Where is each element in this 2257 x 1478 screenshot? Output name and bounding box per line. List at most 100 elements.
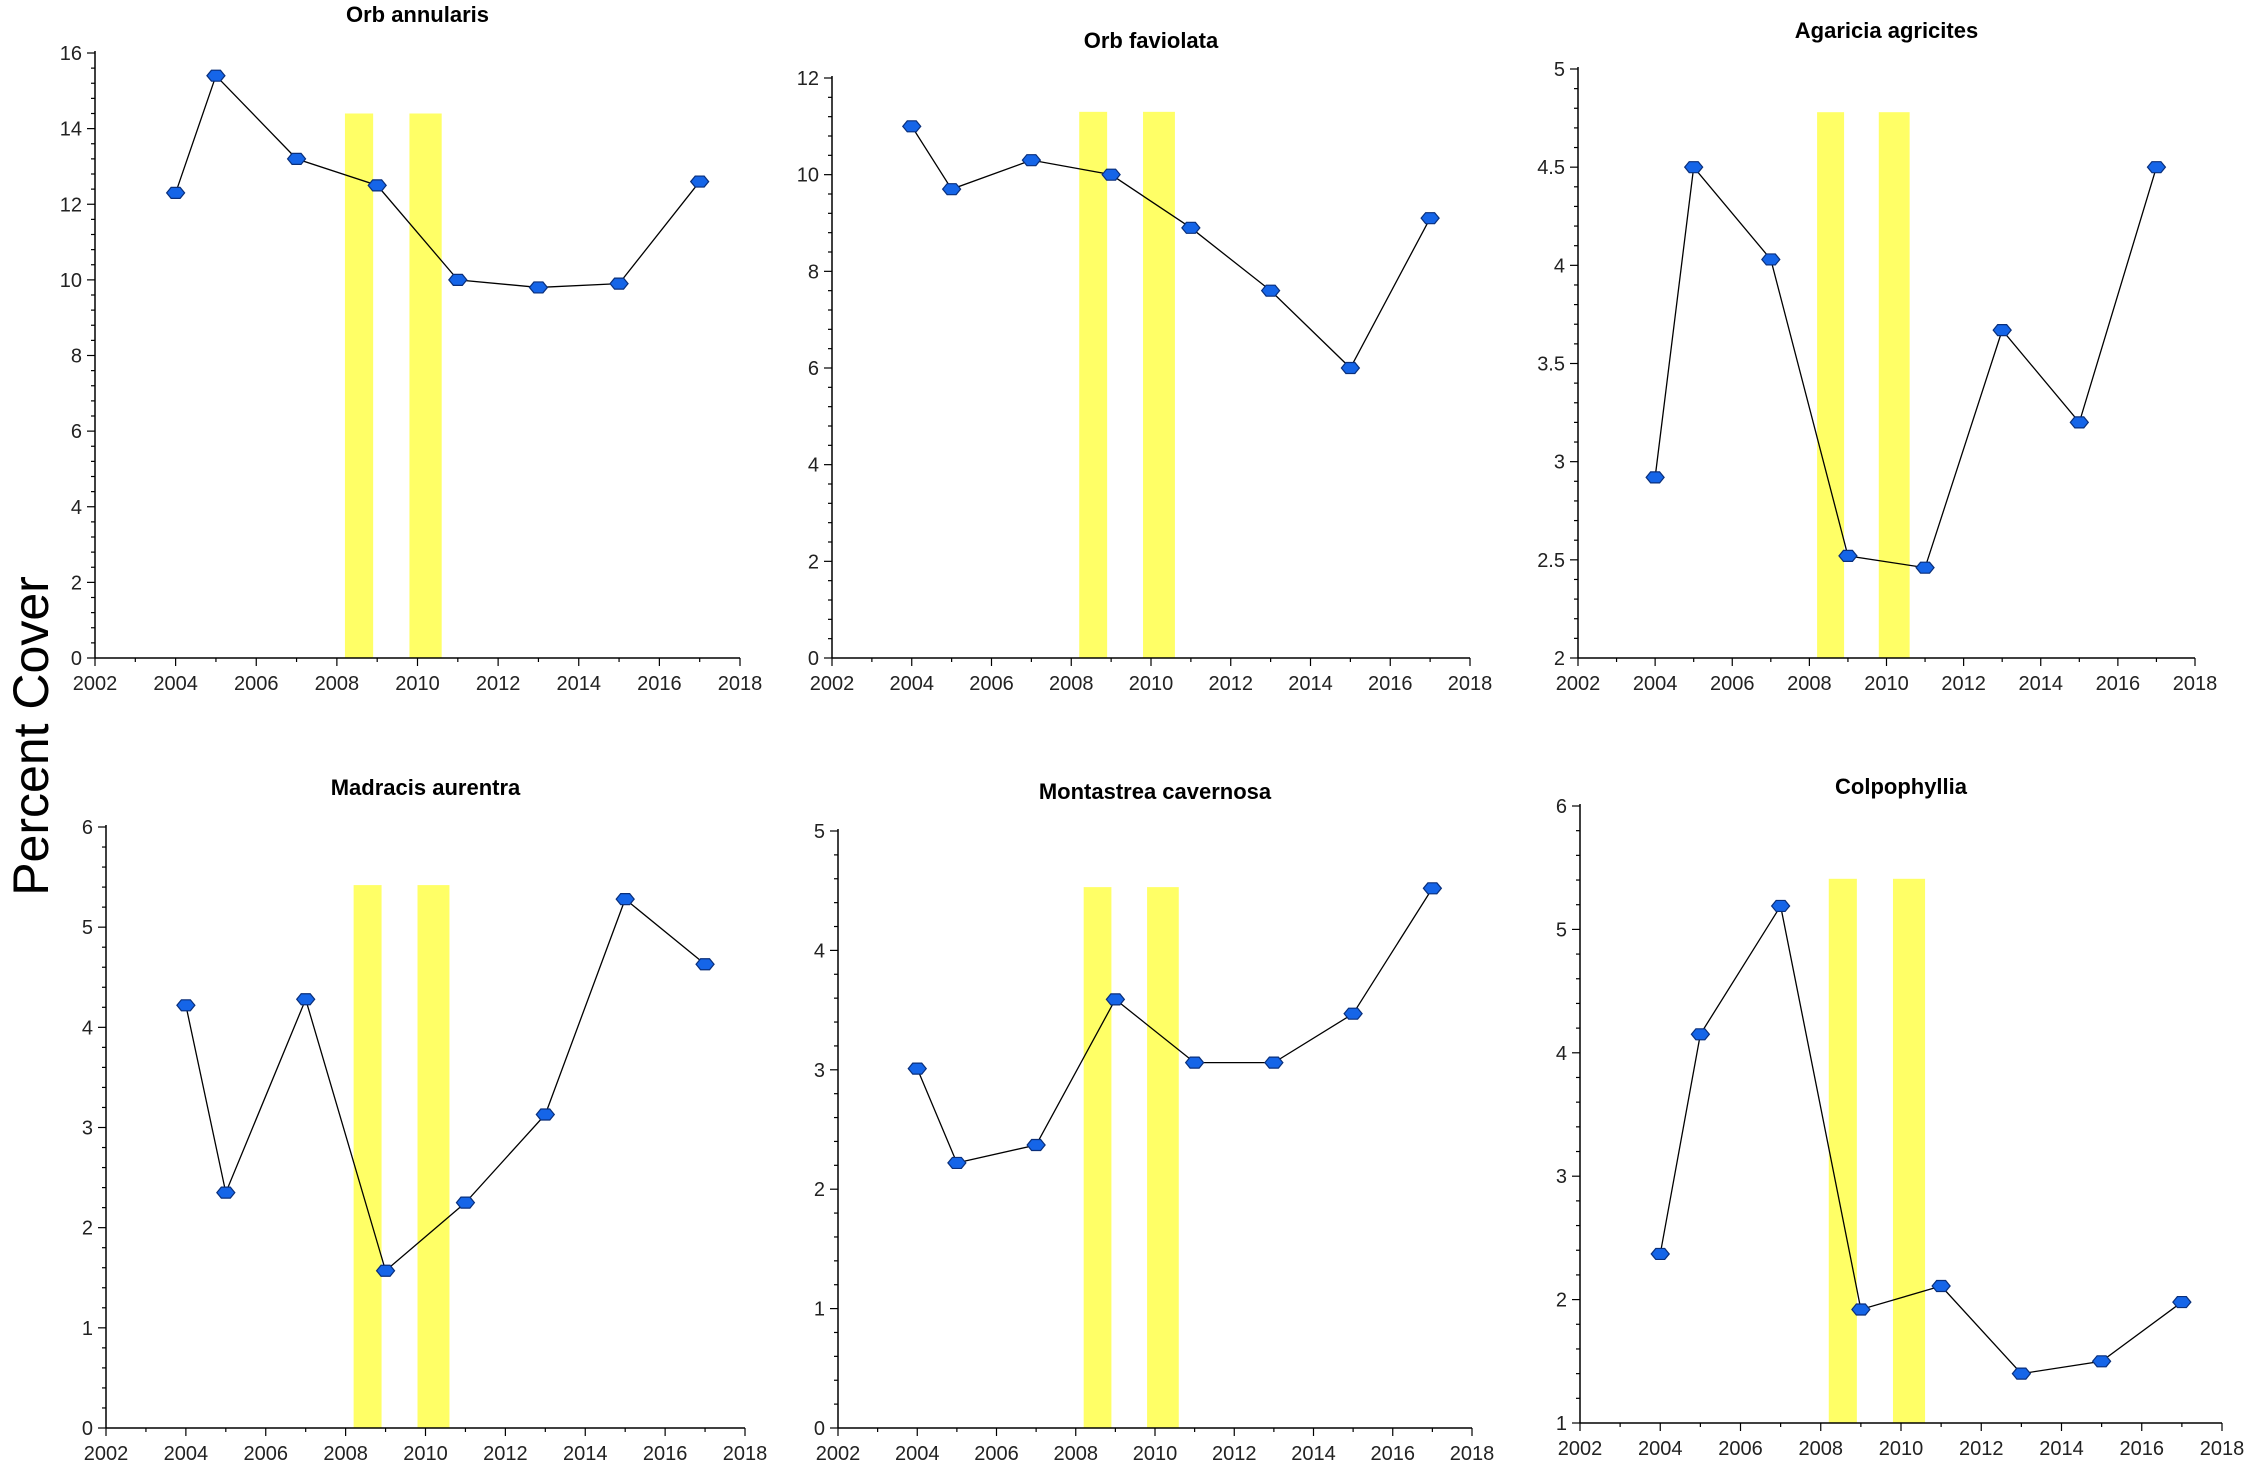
data-point-2013 <box>1264 1056 1284 1069</box>
y-tick-label: 4 <box>82 1017 93 1039</box>
x-tick-label: 2010 <box>1864 673 1909 695</box>
x-tick-label: 2018 <box>1448 673 1493 695</box>
x-tick-label: 2002 <box>73 673 118 695</box>
data-point-2011 <box>448 273 468 286</box>
y-tick-label: 3 <box>82 1118 93 1140</box>
chart-agaricia-agricites: Agaricia agricites 2 2.5 3 3.5 4 4.5 5 2002 2004 2… <box>1520 0 2250 710</box>
data-point-2007 <box>1770 899 1791 913</box>
x-tick-label: 2010 <box>403 1443 448 1465</box>
y-tick-label: 6 <box>82 817 93 839</box>
y-tick-label: 14 <box>60 119 82 141</box>
highlight-band-2 <box>1147 887 1179 1428</box>
data-point-2017 <box>1420 212 1440 225</box>
data-point-2005 <box>941 183 962 196</box>
data-point-2013 <box>535 1108 556 1121</box>
x-tick-label: 2014 <box>2039 1438 2084 1460</box>
chart-svg: Orb annularis 0 2 4 6 8 10 12 14 16 2002 2004 2006 20… <box>60 2 763 695</box>
data-point-2007 <box>1021 154 1042 167</box>
y-tick-label: 4.5 <box>1537 157 1565 179</box>
series-line <box>911 125 1431 370</box>
y-tick-label: 4 <box>1556 1043 1567 1065</box>
highlight-band-2 <box>1892 878 1926 1423</box>
data-point-2004 <box>1650 1247 1671 1261</box>
data-point-2005 <box>1690 1028 1711 1041</box>
x-tick-label: 2018 <box>718 673 763 695</box>
x-tick-label: 2016 <box>637 673 682 695</box>
data-point-2009 <box>1101 168 1121 181</box>
data-point-2009 <box>1851 1303 1871 1316</box>
y-tick-label: 2 <box>814 1179 825 1201</box>
chart-title: Montastrea cavernosa <box>1039 779 1272 804</box>
y-tick-label: 4 <box>71 497 82 519</box>
y-tick-label: 12 <box>60 194 82 216</box>
data-point-2013 <box>1992 324 2012 337</box>
x-tick-label: 2010 <box>1133 1443 1178 1465</box>
highlight-band-2 <box>409 113 442 658</box>
series-line <box>185 898 706 1272</box>
y-tick-label: 0 <box>82 1418 93 1440</box>
x-tick-label: 2012 <box>1941 673 1986 695</box>
x-tick-label: 2002 <box>810 673 855 695</box>
chart-svg: Montastrea cavernosa 0 1 2 3 4 5 2002 2004 2006 20… <box>814 779 1494 1465</box>
data-point-2007 <box>286 152 307 165</box>
x-tick-label: 2004 <box>1633 673 1678 695</box>
x-tick-label: 2008 <box>315 673 360 695</box>
y-tick-label: 8 <box>71 346 82 368</box>
y-tick-label: 10 <box>797 165 819 187</box>
chart-title: Orb annularis <box>346 2 489 27</box>
chart-title: Orb faviolata <box>1084 28 1219 53</box>
highlight-band-2 <box>417 885 450 1428</box>
x-tick-label: 2008 <box>1787 673 1832 695</box>
x-tick-label: 2018 <box>2200 1438 2245 1460</box>
highlight-band-1 <box>353 885 382 1428</box>
data-point-2004 <box>176 999 196 1012</box>
data-point-2011 <box>1181 221 1201 234</box>
y-tick-label: 0 <box>71 648 82 670</box>
x-tick-label: 2018 <box>2173 673 2218 695</box>
data-point-2004 <box>165 186 186 200</box>
x-tick-label: 2006 <box>974 1443 1019 1465</box>
x-tick-label: 2006 <box>969 673 1014 695</box>
data-point-2005 <box>947 1156 967 1170</box>
chart-svg: Agaricia agricites 2 2.5 3 3.5 4 4.5 5 2002 2004 2… <box>1537 18 2218 695</box>
x-tick-label: 2016 <box>643 1443 688 1465</box>
series-line <box>1659 904 2183 1375</box>
chart-svg: Orb faviolata 0 2 4 6 8 10 12 2002 2004 2006 2008 20… <box>797 28 1493 695</box>
y-tick-label: 6 <box>1556 796 1567 818</box>
y-tick-label: 3 <box>814 1060 825 1082</box>
x-tick-label: 2004 <box>1638 1438 1683 1460</box>
data-point-2004 <box>907 1062 928 1075</box>
chart-madracis-aurentra: Madracis aurentra 0 1 2 3 4 5 6 2002 2004 2006 2008… <box>40 770 770 1473</box>
chart-orb-faviolata: Orb faviolata 0 2 4 6 8 10 12 2002 2004 2006 2008 20… <box>780 0 1510 710</box>
x-tick-label: 2008 <box>323 1443 368 1465</box>
data-point-2017 <box>695 958 715 971</box>
x-tick-label: 2008 <box>1054 1443 1099 1465</box>
data-point-2013 <box>2011 1367 2032 1380</box>
series-line <box>916 887 1433 1164</box>
y-tick-label: 3 <box>1556 1166 1567 1188</box>
y-tick-label: 5 <box>1556 919 1567 941</box>
data-point-2009 <box>367 179 387 192</box>
y-tick-label: 2 <box>82 1218 93 1240</box>
x-tick-label: 2012 <box>1212 1443 1257 1465</box>
y-tick-label: 4 <box>814 940 825 962</box>
data-point-2011 <box>1931 1279 1951 1293</box>
x-tick-label: 2004 <box>890 673 935 695</box>
global-y-axis-label-container: Percent Cover <box>3 576 59 896</box>
chart-montastrea-cavernosa: Montastrea cavernosa 0 1 2 3 4 5 2002 2004 2006 20… <box>780 770 1510 1473</box>
y-tick-label: 0 <box>814 1418 825 1440</box>
y-tick-label: 2 <box>808 551 819 573</box>
y-tick-label: 5 <box>82 917 93 939</box>
y-tick-label: 3 <box>1554 452 1565 474</box>
highlight-band-1 <box>1083 887 1112 1428</box>
x-tick-label: 2014 <box>1288 673 1333 695</box>
y-tick-label: 0 <box>808 648 819 670</box>
x-tick-label: 2006 <box>244 1443 289 1465</box>
y-tick-label: 2 <box>1556 1290 1567 1312</box>
chart-svg: Colpophyllia 1 2 3 4 5 6 2002 2004 2006 2008 2010 20… <box>1556 774 2245 1460</box>
x-tick-label: 2010 <box>395 673 440 695</box>
x-tick-label: 2010 <box>1879 1438 1924 1460</box>
x-tick-label: 2010 <box>1129 673 1174 695</box>
y-tick-label: 1 <box>1556 1413 1567 1435</box>
x-tick-label: 2006 <box>234 673 279 695</box>
